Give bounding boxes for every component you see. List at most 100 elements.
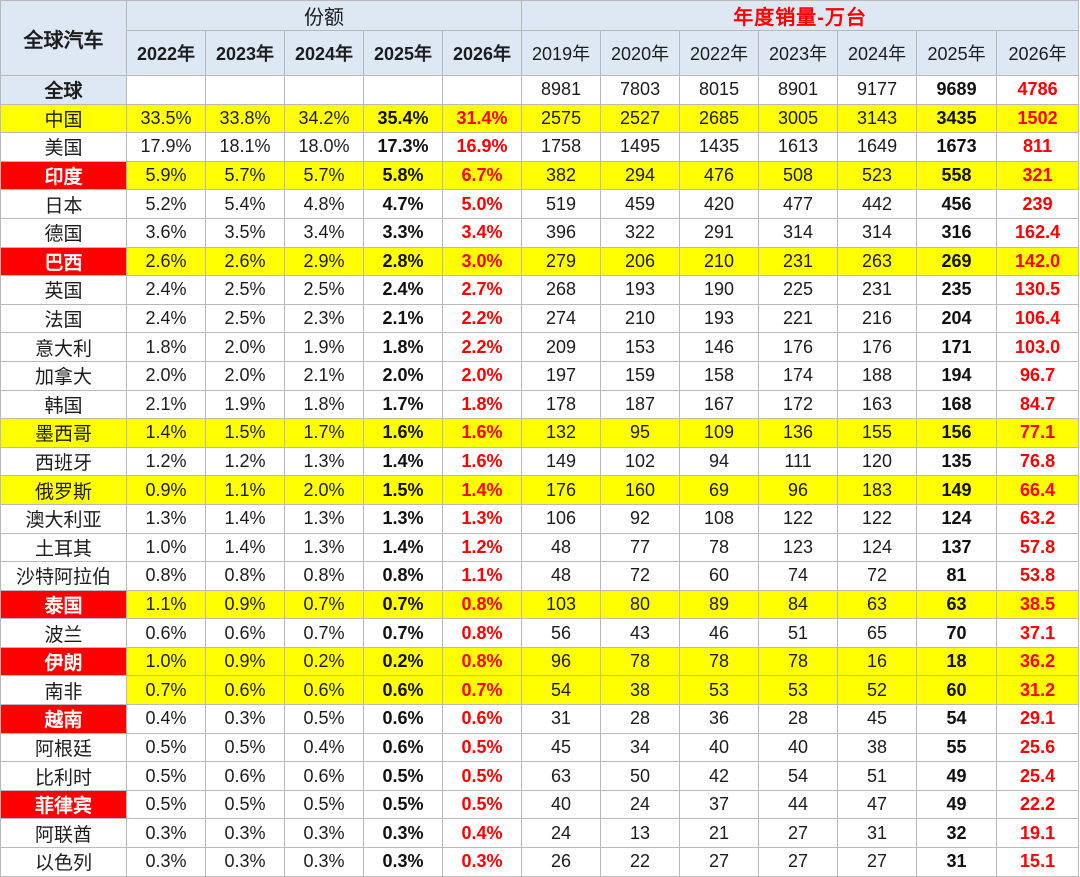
sales-cell: 76.8 — [996, 446, 1080, 477]
share-cell: 0.9% — [205, 646, 285, 677]
share-cell: 0.7% — [363, 589, 443, 620]
sales-cell: 54 — [916, 704, 998, 734]
share-cell: 2.1% — [126, 389, 206, 420]
share-cell: 18.1% — [205, 132, 285, 162]
sales-cell: 188 — [837, 360, 918, 391]
sales-cell: 111 — [758, 446, 839, 477]
sales-cell: 56 — [521, 618, 602, 648]
share-cell: 2.9% — [284, 246, 364, 277]
table-row: 加拿大 2.0% 2.0% 2.1% 2.0% 2.0% 197 159 158 174 188 19… — [0, 360, 1080, 391]
sales-cell: 60 — [679, 561, 760, 591]
table-corner-label: 全球汽车 — [0, 0, 127, 76]
share-cell: 1.4% — [363, 446, 443, 477]
sales-cell: 231 — [837, 275, 918, 305]
country-name: 巴西 — [0, 246, 127, 277]
sales-cell: 167 — [679, 389, 760, 420]
sales-cell: 16 — [837, 646, 918, 677]
sales-cell: 183 — [837, 475, 918, 505]
sales-cell: 66.4 — [996, 475, 1080, 505]
share-cell: 5.7% — [205, 160, 285, 191]
share-cell: 0.9% — [126, 475, 206, 505]
country-name: 美国 — [0, 132, 127, 162]
table-row: 澳大利亚 1.3% 1.4% 1.3% 1.3% 1.3% 106 92 108 122 122 12… — [0, 503, 1080, 534]
share-cell: 0.7% — [284, 618, 364, 648]
sales-cell: 55 — [916, 732, 998, 763]
share-cell: 0.8% — [441, 618, 523, 648]
sales-cell: 22 — [600, 847, 681, 877]
sales-cell: 28 — [758, 704, 839, 734]
table-row: 意大利 1.8% 2.0% 1.9% 1.8% 2.2% 209 153 146 176 176 17… — [0, 332, 1080, 362]
sales-cell: 3143 — [837, 103, 918, 134]
share-cell: 2.0% — [205, 360, 285, 391]
table-row: 比利时 0.5% 0.6% 0.6% 0.5% 0.5% 63 50 42 54 51 49 25.4 — [0, 761, 1080, 791]
sales-cell: 558 — [916, 160, 998, 191]
share-cell: 5.2% — [126, 189, 206, 219]
share-cell: 16.9% — [441, 132, 523, 162]
table-row: 土耳其 1.0% 1.4% 1.3% 1.4% 1.2% 48 77 78 123 124 137 57… — [0, 532, 1080, 563]
sales-cell: 96.7 — [996, 360, 1080, 391]
sales-cell: 156 — [916, 418, 998, 448]
share-cell: 5.9% — [126, 160, 206, 191]
sales-cell: 8901 — [758, 75, 839, 105]
table-row: 沙特阿拉伯 0.8% 0.8% 0.8% 0.8% 1.1% 48 72 60 74 72 81 53.… — [0, 561, 1080, 591]
sales-cell: 96 — [758, 475, 839, 505]
sales-cell: 77.1 — [996, 418, 1080, 448]
sales-cell: 40 — [679, 732, 760, 763]
share-group-header: 份额 — [125, 0, 523, 31]
share-cell: 0.3% — [205, 704, 285, 734]
share-cell: 0.6% — [363, 675, 443, 706]
share-cell: 0.5% — [126, 732, 206, 763]
share-cell: 5.8% — [363, 160, 443, 191]
sales-cell: 142.0 — [996, 246, 1080, 277]
sales-cell: 396 — [521, 217, 602, 248]
share-cell: 0.7% — [441, 675, 523, 706]
sales-year-header: 2020年 — [600, 30, 681, 76]
table-row: 法国 2.4% 2.5% 2.3% 2.1% 2.2% 274 210 193 221 216 204… — [0, 303, 1080, 334]
share-cell: 0.4% — [441, 818, 523, 849]
sales-cell: 8015 — [679, 75, 760, 105]
country-name: 日本 — [0, 189, 127, 219]
sales-cell: 456 — [916, 189, 998, 219]
country-name: 菲律宾 — [0, 789, 127, 820]
sales-cell: 149 — [916, 475, 998, 505]
share-year-header: 2023年 — [205, 30, 285, 76]
sales-cell: 77 — [600, 532, 681, 563]
share-cell: 0.4% — [126, 704, 206, 734]
sales-cell: 122 — [837, 503, 918, 534]
sales-cell: 1649 — [837, 132, 918, 162]
sales-cell: 9689 — [916, 75, 998, 105]
share-cell: 0.3% — [363, 818, 443, 849]
sales-cell: 103 — [521, 589, 602, 620]
share-cell: 1.9% — [284, 332, 364, 362]
sales-cell: 162.4 — [996, 217, 1080, 248]
sales-cell: 459 — [600, 189, 681, 219]
sales-cell: 132 — [521, 418, 602, 448]
share-cell: 2.8% — [363, 246, 443, 277]
sales-cell: 54 — [758, 761, 839, 791]
sales-cell: 382 — [521, 160, 602, 191]
share-cell: 2.0% — [205, 332, 285, 362]
sales-cell: 171 — [916, 332, 998, 362]
share-cell: 3.4% — [441, 217, 523, 248]
sales-cell: 27 — [758, 818, 839, 849]
share-cell: 33.5% — [126, 103, 206, 134]
sales-cell: 231 — [758, 246, 839, 277]
share-cell: 2.0% — [284, 475, 364, 505]
sales-cell: 314 — [837, 217, 918, 248]
share-cell: 5.7% — [284, 160, 364, 191]
share-cell: 3.5% — [205, 217, 285, 248]
sales-cell: 44 — [758, 789, 839, 820]
share-cell: 0.5% — [284, 704, 364, 734]
share-cell: 1.3% — [284, 446, 364, 477]
share-cell: 2.0% — [363, 360, 443, 391]
share-cell: 0.8% — [205, 561, 285, 591]
sales-cell: 72 — [600, 561, 681, 591]
share-cell: 0.5% — [126, 789, 206, 820]
sales-cell: 109 — [679, 418, 760, 448]
sales-cell: 811 — [996, 132, 1080, 162]
sales-cell: 155 — [837, 418, 918, 448]
sales-cell: 190 — [679, 275, 760, 305]
sales-cell: 49 — [916, 789, 998, 820]
sales-cell: 106 — [521, 503, 602, 534]
table-row: 南非 0.7% 0.6% 0.6% 0.6% 0.7% 54 38 53 53 52 60 31.2 — [0, 675, 1080, 706]
